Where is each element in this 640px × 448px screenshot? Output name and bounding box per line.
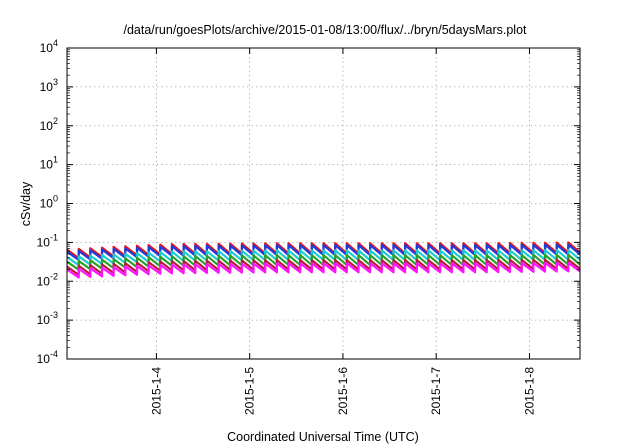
series-layer (66, 241, 581, 279)
y-tick-exponent: -1 (50, 232, 58, 242)
series-line (66, 261, 581, 279)
y-tick-label: 103 (40, 77, 58, 94)
x-tick-label: 2015-1-5 (243, 367, 257, 415)
y-tick-label: 102 (40, 116, 58, 133)
y-tick-base: 10 (37, 352, 51, 366)
y-tick-base: 10 (40, 197, 54, 211)
y-tick-label: 10-3 (37, 310, 58, 327)
y-tick-exponent: 3 (53, 77, 58, 87)
y-tick-label: 104 (40, 38, 58, 55)
y-tick-base: 10 (40, 41, 54, 55)
y-tick-base: 10 (37, 274, 51, 288)
y-tick-label: 10-4 (37, 349, 58, 366)
y-tick-label: 100 (40, 194, 58, 211)
y-tick-base: 10 (40, 119, 54, 133)
x-tick-label: 2015-1-8 (522, 367, 536, 415)
x-tick-label: 2015-1-6 (336, 367, 350, 415)
x-tick-label: 2015-1-7 (429, 367, 443, 415)
y-tick-label: 101 (40, 155, 58, 172)
y-tick-exponent: 2 (53, 116, 58, 126)
y-tick-label: 10-2 (37, 271, 58, 288)
y-tick-base: 10 (40, 158, 54, 172)
y-tick-exponent: 4 (53, 38, 58, 48)
x-tick-label: 2015-1-4 (149, 367, 163, 415)
y-tick-base: 10 (37, 235, 51, 249)
y-tick-label: 10-1 (37, 232, 58, 249)
y-tick-exponent: 0 (53, 194, 58, 204)
y-tick-exponent: 1 (53, 155, 58, 165)
y-tick-exponent: -4 (50, 349, 58, 359)
y-axis-label: cSv/day (19, 181, 33, 226)
chart-title: /data/run/goesPlots/archive/2015-01-08/1… (123, 23, 527, 37)
y-tick-exponent: -3 (50, 310, 58, 320)
grid (67, 47, 580, 360)
x-axis-label: Coordinated Universal Time (UTC) (227, 430, 419, 444)
y-tick-base: 10 (40, 80, 54, 94)
y-tick-base: 10 (37, 313, 51, 327)
y-tick-exponent: -2 (50, 271, 58, 281)
